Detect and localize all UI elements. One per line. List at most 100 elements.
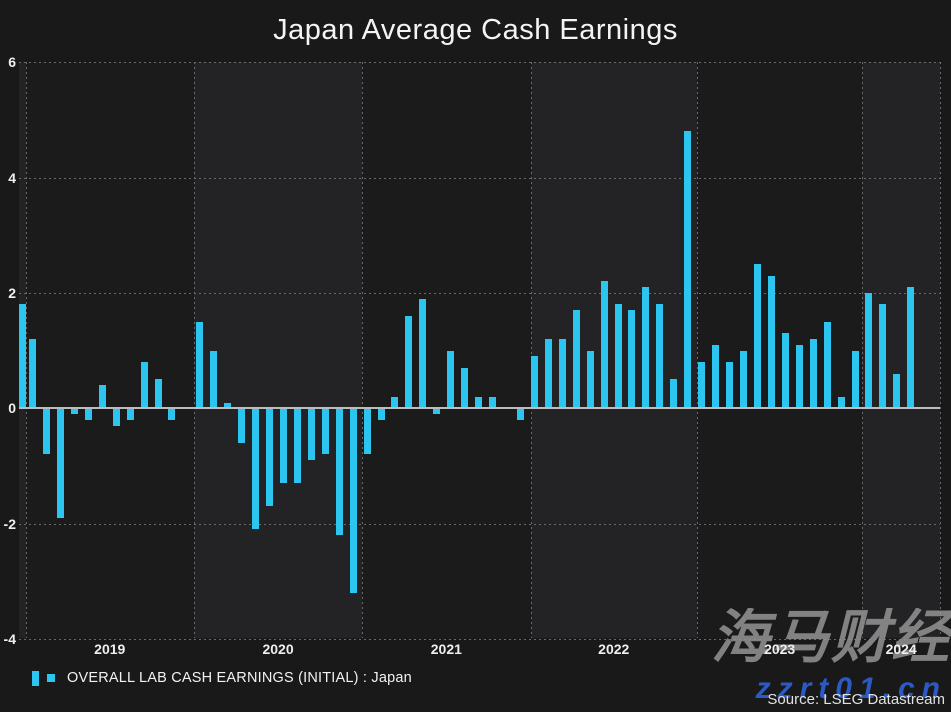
bar: [363, 408, 371, 455]
vertical-gridline: [530, 62, 532, 638]
legend-bar-marker-icon: [32, 670, 39, 686]
bar: [809, 339, 817, 409]
bar: [391, 396, 399, 409]
x-axis-year-label: 2023: [764, 641, 796, 657]
x-axis-year-label: 2024: [885, 641, 917, 657]
bar: [321, 408, 329, 455]
bar: [238, 408, 246, 443]
bar: [795, 344, 803, 409]
horizontal-gridline: [19, 177, 940, 179]
legend-square-marker-icon: [47, 674, 55, 682]
legend-label: OVERALL LAB CASH EARNINGS (INITIAL) : Ja…: [67, 670, 412, 686]
horizontal-gridline: [19, 292, 940, 294]
bar: [307, 408, 315, 461]
year-band: [193, 62, 363, 638]
vertical-gridline: [940, 62, 941, 638]
y-axis-tick-label: -2: [3, 515, 16, 532]
source-credit: Source: LSEG Datastream: [767, 691, 945, 708]
bar: [642, 287, 650, 409]
bar: [293, 408, 301, 484]
bar: [252, 408, 260, 530]
bar: [712, 344, 720, 409]
bar: [698, 362, 706, 409]
bar: [335, 408, 343, 536]
year-band: [25, 62, 194, 638]
bar: [56, 408, 64, 518]
bar: [753, 264, 761, 409]
bar: [516, 408, 524, 420]
bar: [865, 292, 873, 409]
bar: [405, 315, 413, 409]
y-axis-tick-label: 0: [8, 400, 16, 417]
bar: [530, 356, 538, 409]
bar: [684, 131, 692, 409]
vertical-gridline: [697, 62, 698, 638]
bar: [893, 373, 901, 409]
chart-title: Japan Average Cash Earnings: [273, 14, 678, 46]
horizontal-gridline: [19, 523, 940, 525]
bar: [558, 339, 566, 409]
year-band: [362, 62, 531, 638]
bar: [823, 321, 831, 409]
vertical-gridline: [362, 62, 364, 638]
bar: [154, 379, 162, 409]
bar: [42, 408, 50, 455]
bar: [572, 310, 580, 409]
bar: [600, 281, 608, 409]
bar: [544, 339, 552, 409]
year-band: [697, 62, 863, 638]
bar: [70, 408, 78, 415]
bar: [461, 367, 469, 409]
bar: [670, 379, 678, 409]
bar: [907, 287, 915, 409]
bar: [586, 350, 594, 409]
bar: [140, 362, 148, 409]
bar: [98, 385, 106, 409]
watermark-url: zzrt01.cn: [755, 672, 947, 705]
bar: [433, 408, 441, 415]
bar: [196, 321, 204, 409]
y-axis-tick-label: 2: [8, 284, 16, 301]
y-axis-tick-label: -4: [3, 631, 16, 648]
bar: [349, 408, 357, 593]
bar: [224, 402, 232, 409]
legend: OVERALL LAB CASH EARNINGS (INITIAL) : Ja…: [32, 668, 412, 688]
vertical-gridline: [862, 62, 864, 638]
year-band: [862, 62, 940, 638]
bar: [266, 408, 274, 507]
year-band: [530, 62, 697, 638]
vertical-gridline: [193, 62, 195, 638]
x-axis-year-label: 2022: [598, 641, 630, 657]
vertical-gridline: [25, 62, 27, 638]
x-axis-year-label: 2020: [262, 641, 294, 657]
bar: [879, 304, 887, 409]
bar: [112, 408, 120, 426]
y-axis-tick-label: 4: [8, 169, 16, 186]
bar: [739, 350, 747, 409]
bar: [419, 298, 427, 409]
bar: [489, 396, 497, 409]
bar: [656, 304, 664, 409]
bar: [210, 350, 218, 409]
horizontal-gridline: [19, 62, 940, 64]
bar: [781, 333, 789, 409]
zero-axis-line: [19, 407, 940, 410]
bar: [851, 350, 859, 409]
x-axis-year-label: 2019: [94, 641, 126, 657]
bar: [29, 339, 37, 409]
bar: [726, 362, 734, 409]
bar: [628, 310, 636, 409]
bar: [614, 304, 622, 409]
bar: [447, 350, 455, 409]
bar: [837, 396, 845, 409]
horizontal-gridline: [19, 639, 940, 641]
y-axis-tick-label: 6: [8, 54, 16, 71]
bar: [279, 408, 287, 484]
x-axis-year-label: 2021: [430, 641, 462, 657]
bar: [767, 275, 775, 409]
bar: [84, 408, 92, 420]
bar: [377, 408, 385, 420]
bar: [19, 304, 26, 409]
bar: [168, 408, 176, 420]
